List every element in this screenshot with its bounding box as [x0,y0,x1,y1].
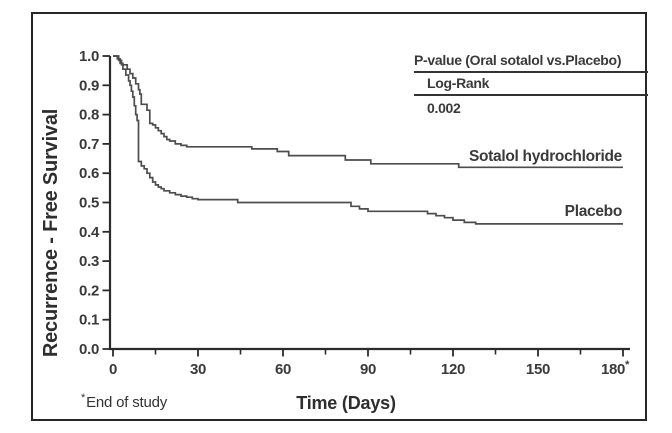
legend-sotalol-label: Sotalol hydrochloride [469,148,623,165]
x-tick-label: 120 [441,361,465,378]
x-tick-label: 0 [109,361,117,378]
figure-border [31,12,647,421]
footnote-asterisk: * [81,392,86,404]
x-tick-label: 180* [601,359,630,378]
curve-sotalol-hydrochloride [113,55,623,169]
y-tick-label: 0.0 [79,341,99,358]
x-axis-title: Time (Days) [296,393,396,413]
y-tick-label: 0.7 [79,136,99,153]
pvalue-value: 0.002 [427,100,461,116]
curve-placebo [113,55,623,225]
legend-placebo-label: Placebo [565,203,622,220]
y-axis-title: Recurrence - Free Survival [40,109,62,357]
y-tick-label: 0.6 [79,165,99,182]
y-tick-label: 0.2 [79,282,99,299]
y-tick-label: 0.9 [79,77,99,94]
pvalue-annotation: P-value (Oral sotalol vs.Placebo) Log-Ra… [414,52,648,116]
x-tick-label: 60 [275,361,291,378]
y-tick-label: 0.8 [79,107,99,124]
y-tick-label: 1.0 [79,48,99,65]
y-tick-label: 0.1 [79,312,99,329]
footnote: *End of study [81,392,168,412]
footnote-text: End of study [86,394,168,411]
y-tick-label: 0.4 [79,224,100,241]
x-tick-label: 90 [360,361,376,378]
y-tick-label: 0.3 [79,253,99,270]
x-tick-label: 30 [190,361,206,378]
x-tick-label: 150 [526,361,550,378]
pvalue-test-name: Log-Rank [414,75,648,96]
y-tick-label: 0.5 [79,195,99,212]
pvalue-header: P-value (Oral sotalol vs.Placebo) [414,52,648,73]
